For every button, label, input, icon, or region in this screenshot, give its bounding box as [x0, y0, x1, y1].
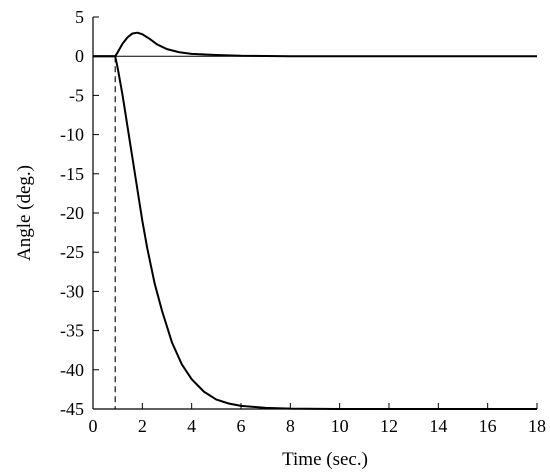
- x-tick-label: 10: [331, 416, 349, 436]
- x-tick-label: 12: [380, 416, 398, 436]
- y-tick-label: -40: [60, 360, 84, 380]
- x-tick-label: 2: [138, 416, 147, 436]
- series-line-3: [114, 56, 537, 410]
- series-line-2: [93, 55, 537, 410]
- x-tick-label: 8: [286, 416, 295, 436]
- x-tick-label: 16: [479, 416, 497, 436]
- x-tick-labels: 0 2 4 6 8 10 12 14 16 18: [89, 416, 547, 436]
- plot-area: [92, 17, 537, 410]
- x-tick-label: 0: [89, 416, 98, 436]
- y-tick-label: 5: [75, 7, 84, 27]
- x-axis-title: Time (sec.): [282, 449, 368, 470]
- y-axis-title: Angle (deg.): [14, 165, 35, 261]
- tick-marks: [92, 16, 538, 410]
- series-line-1: [93, 31, 537, 58]
- y-tick-label: -35: [60, 321, 84, 341]
- y-tick-label: -15: [60, 164, 84, 184]
- y-tick-labels: 5 0 -5 -10 -15 -20 -25 -30 -35 -40 -45: [60, 7, 84, 419]
- y-tick-label: -30: [60, 281, 84, 301]
- y-tick-label: -25: [60, 242, 84, 262]
- series-layer: [93, 31, 537, 410]
- y-tick-label: -45: [60, 399, 84, 419]
- y-tick-label: -10: [60, 125, 84, 145]
- x-tick-label: 18: [528, 416, 546, 436]
- x-tick-label: 14: [429, 416, 447, 436]
- x-tick-label: 4: [187, 416, 196, 436]
- y-tick-label: -5: [69, 85, 84, 105]
- y-tick-label: 0: [75, 46, 84, 66]
- x-tick-label: 6: [237, 416, 246, 436]
- y-tick-label: -20: [60, 203, 84, 223]
